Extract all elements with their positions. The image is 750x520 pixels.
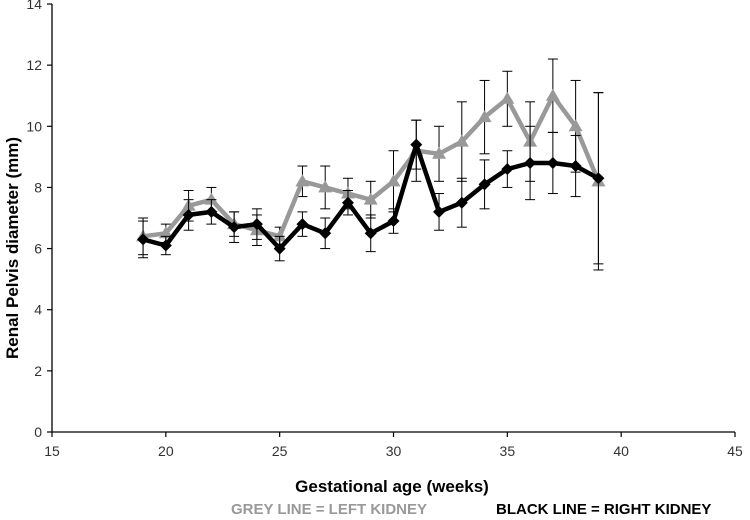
x-tick-label: 35 <box>500 443 516 459</box>
x-tick-label: 45 <box>727 443 743 459</box>
data-point <box>500 91 515 104</box>
plot-area <box>136 58 606 271</box>
y-tick-label: 2 <box>34 363 42 379</box>
data-point <box>546 156 559 169</box>
data-point <box>228 221 241 234</box>
data-point <box>137 233 150 246</box>
data-point <box>545 88 560 101</box>
data-point <box>363 192 378 205</box>
data-point <box>364 227 377 240</box>
data-point <box>477 110 492 123</box>
data-point <box>410 138 423 151</box>
data-point <box>386 174 401 187</box>
data-point <box>454 134 469 147</box>
y-tick-label: 6 <box>34 241 42 257</box>
data-point <box>341 196 354 209</box>
y-tick-label: 12 <box>26 57 42 73</box>
data-point <box>159 239 172 252</box>
axis-ticks: 0 2 4 6 8 10 12 14 15 20 25 30 35 40 45 <box>26 0 743 459</box>
data-point <box>272 229 287 242</box>
y-tick-label: 0 <box>34 424 42 440</box>
data-point <box>569 160 582 173</box>
data-point <box>478 178 491 191</box>
y-axis-title: Renal Pelvis diameter (mm) <box>3 137 22 359</box>
data-point <box>433 205 446 218</box>
x-tick-label: 40 <box>613 443 629 459</box>
series-right-kidney <box>137 92 605 265</box>
legend-left-kidney: GREY LINE = LEFT KIDNEY <box>231 501 428 518</box>
y-tick-label: 4 <box>34 302 42 318</box>
legend-right-kidney: BLACK LINE = RIGHT KIDNEY <box>496 501 712 518</box>
data-point <box>592 172 605 185</box>
data-point <box>318 180 333 193</box>
data-point <box>296 218 309 231</box>
x-tick-label: 25 <box>272 443 288 459</box>
data-point <box>387 215 400 228</box>
y-tick-label: 14 <box>26 0 42 12</box>
data-point <box>524 156 537 169</box>
data-point <box>295 174 310 187</box>
data-point <box>568 119 583 132</box>
data-point <box>501 163 514 176</box>
data-point <box>250 218 263 231</box>
data-point <box>273 242 286 255</box>
x-axis-title: Gestational age (weeks) <box>295 477 489 496</box>
data-point <box>319 227 332 240</box>
data-point <box>158 226 173 239</box>
y-tick-label: 10 <box>26 118 42 134</box>
x-tick-label: 30 <box>386 443 402 459</box>
data-point <box>204 192 219 205</box>
x-tick-label: 15 <box>44 443 60 459</box>
x-tick-label: 20 <box>158 443 174 459</box>
y-tick-label: 8 <box>34 179 42 195</box>
data-point <box>182 208 195 221</box>
data-point <box>205 205 218 218</box>
data-point <box>455 196 468 209</box>
data-point <box>432 146 447 159</box>
